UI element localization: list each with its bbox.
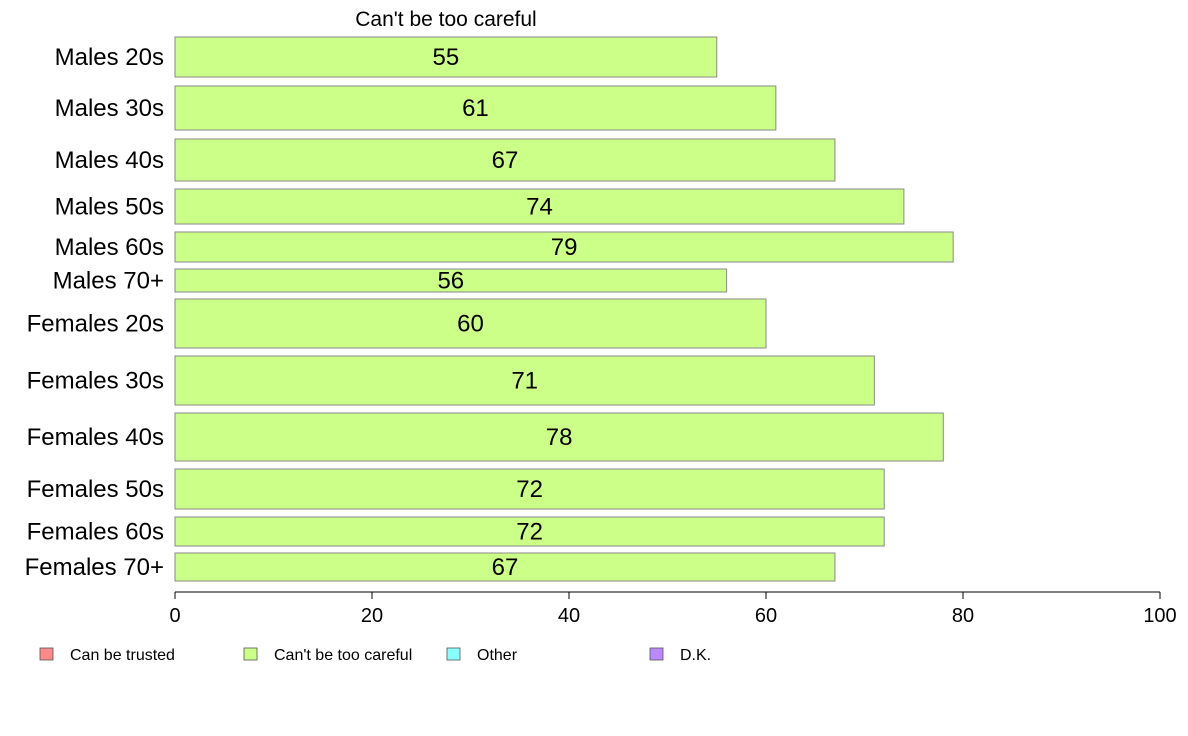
x-tick-label: 80 [952, 605, 974, 627]
bar [174, 552, 836, 582]
category-label: Males 30s [55, 95, 164, 122]
legend-swatch [649, 647, 664, 661]
bar [174, 468, 885, 510]
legend-label: Other [477, 647, 518, 664]
bar-value-label: 67 [492, 554, 519, 581]
category-label: Males 40s [55, 147, 164, 174]
category-label: Females 70+ [25, 554, 164, 581]
x-tick-label: 20 [361, 605, 383, 627]
bar [174, 188, 905, 225]
legend-swatch [446, 647, 461, 661]
category-label: Males 50s [55, 194, 164, 221]
x-tick-label: 40 [558, 605, 580, 627]
bar-value-label: 78 [546, 424, 573, 451]
legend-swatch [39, 647, 54, 661]
x-tick-label: 0 [169, 605, 180, 627]
category-label: Females 30s [27, 368, 164, 395]
bar [174, 298, 767, 349]
bar [174, 516, 885, 547]
bar-value-label: 71 [511, 368, 538, 395]
bar-value-label: 74 [526, 194, 553, 221]
category-label: Males 60s [55, 234, 164, 261]
bar-value-label: 56 [437, 268, 464, 295]
category-label: Males 20s [55, 44, 164, 71]
x-tick-label: 60 [755, 605, 777, 627]
bar [174, 355, 875, 406]
legend-label: Can't be too careful [274, 647, 412, 664]
bar-value-label: 72 [516, 476, 543, 503]
category-label: Males 70+ [53, 268, 164, 295]
bar [174, 412, 944, 462]
chart-title: Can't be too careful [355, 8, 536, 31]
category-label: Females 40s [27, 424, 164, 451]
bar-value-label: 67 [492, 147, 519, 174]
bar-value-label: 79 [551, 234, 578, 261]
bar-value-label: 61 [462, 95, 489, 122]
bar [174, 85, 777, 131]
bar-value-label: 55 [433, 44, 460, 71]
legend-label: Can be trusted [70, 647, 175, 664]
bar [174, 138, 836, 182]
bar [174, 36, 718, 78]
category-label: Females 50s [27, 476, 164, 503]
bars-group: 55 Males 20s 61 Males 30s 67 Males 40s 74 Males… [25, 36, 954, 582]
x-tick-label: 100 [1143, 605, 1176, 627]
legend-label: D.K. [680, 647, 711, 664]
category-label: Females 60s [27, 519, 164, 546]
bar [174, 231, 954, 263]
legend-swatch [243, 647, 258, 661]
bar-value-label: 72 [516, 519, 543, 546]
legend: Can be trusted Can't be too careful Other D… [39, 647, 711, 664]
category-label: Females 20s [27, 311, 164, 338]
bar-value-label: 60 [457, 311, 484, 338]
bar [174, 268, 728, 293]
x-axis: 0 20 40 60 80 100 [169, 591, 1177, 627]
